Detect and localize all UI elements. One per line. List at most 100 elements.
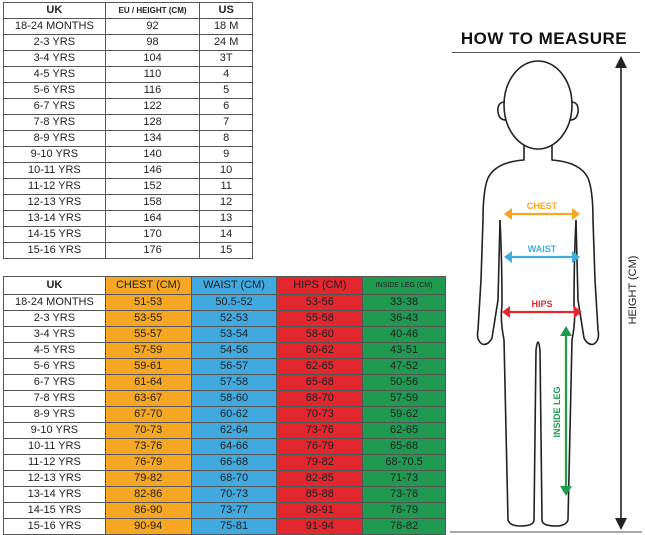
table-cell: 7-8 YRS xyxy=(3,390,106,407)
table-cell: 58-60 xyxy=(190,390,278,407)
table-cell: 86-90 xyxy=(104,502,192,519)
table-cell: 9-10 YRS xyxy=(3,146,106,163)
table-cell: 68-70 xyxy=(190,470,278,487)
table-cell: 79-82 xyxy=(276,454,364,471)
table-cell: 5 xyxy=(199,82,253,99)
table-cell: 104 xyxy=(104,50,201,67)
table-cell: 3T xyxy=(199,50,253,67)
table-cell: 67-70 xyxy=(104,406,192,423)
table-cell: 79-82 xyxy=(104,470,192,487)
ear-right-shape xyxy=(569,101,579,121)
table-row: 13-14 YRS 164 13 xyxy=(3,210,253,227)
table-cell: 5-6 YRS xyxy=(3,82,106,99)
table-cell: 14-15 YRS xyxy=(3,502,106,519)
table-cell: 54-56 xyxy=(190,342,278,359)
table-cell: 134 xyxy=(104,130,201,147)
table-cell: 73-76 xyxy=(104,438,192,455)
table-row: 7-8 YRS 63-67 58-60 68-70 57-59 xyxy=(3,390,446,407)
table-cell: 10 xyxy=(199,162,253,179)
table-cell: 70-73 xyxy=(104,422,192,439)
table-cell: 59-61 xyxy=(104,358,192,375)
table-cell: 47-52 xyxy=(362,358,446,375)
table-cell: 9 xyxy=(199,146,253,163)
table-cell: 6-7 YRS xyxy=(3,98,106,115)
table-cell: 2-3 YRS xyxy=(3,34,106,51)
child-figure-diagram: CHEST WAIST HIPS INSIDE LEG HEIGHT (CM) xyxy=(450,56,642,533)
table-cell: 57-59 xyxy=(104,342,192,359)
table-cell: 13 xyxy=(199,210,253,227)
header-eu-height: EU / HEIGHT (CM) xyxy=(104,2,201,19)
table-row: 2-3 YRS 53-55 52-53 55-58 36-43 xyxy=(3,310,446,327)
table-cell: 6-7 YRS xyxy=(3,374,106,391)
table-cell: 2-3 YRS xyxy=(3,310,106,327)
table-cell: 50-56 xyxy=(362,374,446,391)
table-cell: 66-68 xyxy=(190,454,278,471)
table-cell: 88-91 xyxy=(276,502,364,519)
header-inside-leg: INSIDE LEG (CM) xyxy=(362,276,446,295)
table-row: 3-4 YRS 104 3T xyxy=(3,50,253,67)
table-cell: 75-81 xyxy=(190,518,278,535)
table-cell: 13-14 YRS xyxy=(3,486,106,503)
table-row: 9-10 YRS 70-73 62-64 73-76 62-65 xyxy=(3,422,446,439)
table-cell: 3-4 YRS xyxy=(3,50,106,67)
table-cell: 6 xyxy=(199,98,253,115)
table-cell: 12 xyxy=(199,194,253,211)
table-row: 12-13 YRS 158 12 xyxy=(3,194,253,211)
table-cell: 4-5 YRS xyxy=(3,66,106,83)
table-cell: 11-12 YRS xyxy=(3,454,106,471)
table-cell: 98 xyxy=(104,34,201,51)
table-cell: 15-16 YRS xyxy=(3,242,106,259)
chest-label: CHEST xyxy=(527,201,558,211)
table-row: 5-6 YRS 116 5 xyxy=(3,82,253,99)
table-cell: 68-70.5 xyxy=(362,454,446,471)
torso-shape xyxy=(476,145,600,346)
table-cell: 76-79 xyxy=(276,438,364,455)
table-row: 12-13 YRS 79-82 68-70 82-85 71-73 xyxy=(3,470,446,487)
table-cell: 56-57 xyxy=(190,358,278,375)
table-cell: 128 xyxy=(104,114,201,131)
table-header-row: UK EU / HEIGHT (CM) US xyxy=(3,2,253,19)
title-divider xyxy=(452,52,640,53)
table-cell: 122 xyxy=(104,98,201,115)
table-cell: 82-86 xyxy=(104,486,192,503)
table-cell: 176 xyxy=(104,242,201,259)
table-row: 10-11 YRS 73-76 64-66 76-79 65-68 xyxy=(3,438,446,455)
table-cell: 73-76 xyxy=(362,486,446,503)
table-cell: 18-24 MONTHS xyxy=(3,294,106,311)
table-cell: 9-10 YRS xyxy=(3,422,106,439)
table-cell: 57-58 xyxy=(190,374,278,391)
table-cell: 92 xyxy=(104,18,201,35)
table-cell: 73-76 xyxy=(276,422,364,439)
table-cell: 58-60 xyxy=(276,326,364,343)
table-cell: 7-8 YRS xyxy=(3,114,106,131)
table-cell: 5-6 YRS xyxy=(3,358,106,375)
table-cell: 65-68 xyxy=(362,438,446,455)
table-cell: 24 M xyxy=(199,34,253,51)
table-cell: 13-14 YRS xyxy=(3,210,106,227)
table-cell: 12-13 YRS xyxy=(3,194,106,211)
table-row: 8-9 YRS 67-70 60-62 70-73 59-62 xyxy=(3,406,446,423)
table-row: 4-5 YRS 57-59 54-56 60-62 43-51 xyxy=(3,342,446,359)
table-cell: 70-73 xyxy=(190,486,278,503)
table-cell: 51-53 xyxy=(104,294,192,311)
table-row: 18-24 MONTHS 51-53 50.5-52 53-56 33-38 xyxy=(3,294,446,311)
table-cell: 8-9 YRS xyxy=(3,406,106,423)
table-cell: 76-79 xyxy=(104,454,192,471)
table-cell: 62-64 xyxy=(190,422,278,439)
table-cell: 60-62 xyxy=(190,406,278,423)
table-row: 5-6 YRS 59-61 56-57 62-65 47-52 xyxy=(3,358,446,375)
table-cell: 14-15 YRS xyxy=(3,226,106,243)
table-cell: 59-62 xyxy=(362,406,446,423)
table-cell: 43-51 xyxy=(362,342,446,359)
size-conversion-table: UK EU / HEIGHT (CM) US 18-24 MONTHS 92 18 … xyxy=(3,2,253,259)
table-cell: 62-65 xyxy=(362,422,446,439)
table-row: 11-12 YRS 76-79 66-68 79-82 68-70.5 xyxy=(3,454,446,471)
table-cell: 10-11 YRS xyxy=(3,162,106,179)
table-row: 4-5 YRS 110 4 xyxy=(3,66,253,83)
table-cell: 90-94 xyxy=(104,518,192,535)
table-row: 9-10 YRS 140 9 xyxy=(3,146,253,163)
table-cell: 71-73 xyxy=(362,470,446,487)
table-cell: 164 xyxy=(104,210,201,227)
table-cell: 7 xyxy=(199,114,253,131)
table-cell: 140 xyxy=(104,146,201,163)
